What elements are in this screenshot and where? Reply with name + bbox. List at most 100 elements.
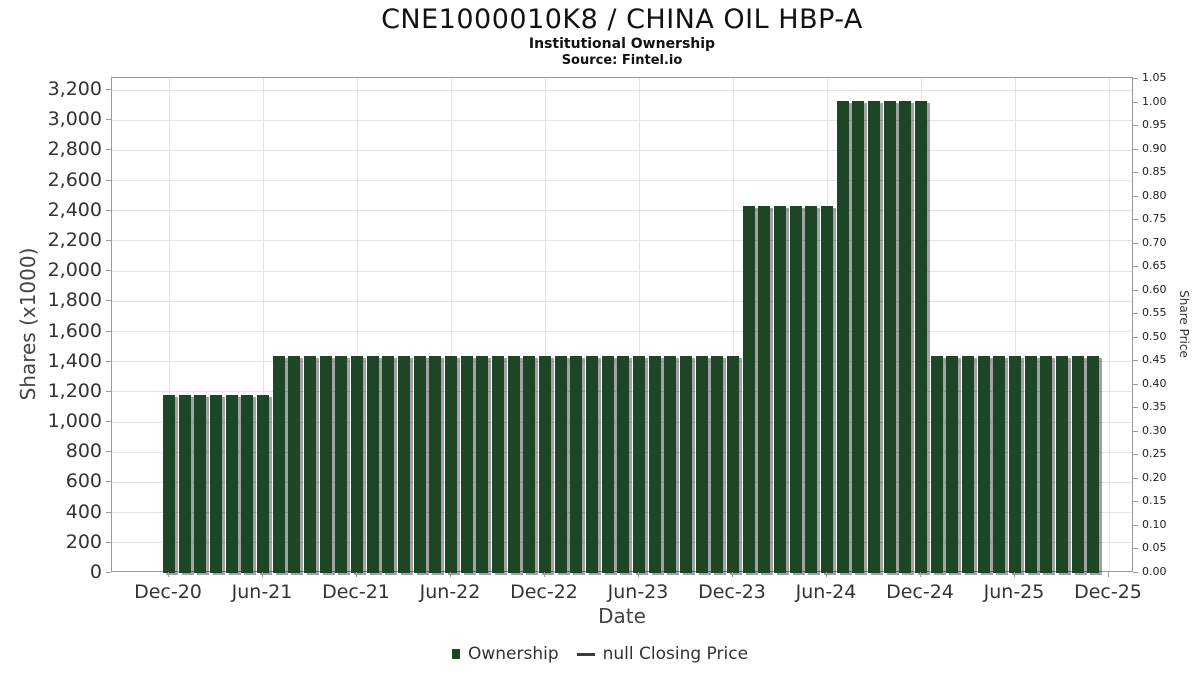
ownership-bar[interactable]: [586, 355, 598, 573]
y-right-tickmark: [1133, 407, 1138, 409]
legend-item-ownership[interactable]: Ownership: [467, 644, 559, 664]
ownership-bar[interactable]: [507, 355, 520, 573]
ownership-bar[interactable]: [727, 355, 739, 573]
ownership-bar[interactable]: [1071, 355, 1084, 573]
ownership-bar[interactable]: [257, 394, 269, 573]
y-left-tick-label: 400: [65, 500, 102, 523]
ownership-series-swatch-icon[interactable]: [451, 649, 460, 659]
x-tick-label: Dec-22: [510, 581, 578, 603]
y-right-tick-label: 0.80: [1142, 188, 1167, 202]
ownership-bar[interactable]: [429, 355, 442, 573]
ownership-bar[interactable]: [774, 206, 786, 573]
ownership-bar[interactable]: [664, 355, 677, 573]
y-left-tick-label: 2,400: [47, 198, 102, 221]
ownership-bar[interactable]: [680, 355, 692, 573]
ownership-bar[interactable]: [163, 394, 175, 573]
ownership-bar[interactable]: [319, 355, 332, 573]
ownership-bar[interactable]: [1040, 355, 1053, 573]
ownership-bar[interactable]: [711, 355, 724, 573]
ownership-bar[interactable]: [492, 355, 504, 573]
y-left-tickmark: [106, 239, 111, 241]
ownership-bar[interactable]: [601, 355, 614, 573]
y-right-tickmark: [1133, 430, 1138, 432]
ownership-bar[interactable]: [225, 394, 238, 573]
ownership-bar[interactable]: [335, 355, 348, 573]
y-right-tickmark: [1133, 242, 1138, 244]
y-right-tick-label: 1.00: [1142, 94, 1167, 108]
y-left-tick-label: 2,600: [47, 168, 102, 191]
ownership-bar[interactable]: [178, 394, 191, 573]
x-tick-label: Dec-24: [886, 581, 954, 603]
ownership-bar[interactable]: [272, 355, 285, 573]
ownership-bar[interactable]: [758, 206, 771, 573]
ownership-bar[interactable]: [883, 100, 896, 573]
ownership-bar[interactable]: [1024, 355, 1037, 573]
x-tick-label: Dec-20: [134, 581, 202, 603]
ownership-bar[interactable]: [288, 355, 301, 573]
ownership-bar[interactable]: [993, 355, 1006, 573]
ownership-bar[interactable]: [539, 355, 551, 573]
chart-subtitle: Institutional Ownership: [528, 36, 716, 52]
closing-price-line-icon[interactable]: [576, 652, 595, 656]
ownership-bar[interactable]: [868, 100, 880, 573]
ownership-bar[interactable]: [398, 355, 410, 573]
ownership-bar[interactable]: [445, 355, 457, 573]
x-tick-label: Jun-25: [983, 581, 1045, 603]
ownership-bar[interactable]: [946, 355, 959, 573]
ownership-bar[interactable]: [554, 355, 567, 573]
y-left-tick-label: 3,000: [47, 108, 102, 131]
y-right-tick-label: 0.20: [1142, 470, 1167, 484]
ownership-bar[interactable]: [523, 355, 536, 573]
y-right-tick-label: 0.35: [1142, 400, 1167, 414]
y-left-tickmark: [106, 209, 111, 211]
ownership-bar[interactable]: [617, 355, 630, 573]
y-right-tickmark: [1133, 548, 1138, 550]
ownership-bar[interactable]: [351, 355, 363, 573]
x-tick-label: Dec-23: [698, 581, 766, 603]
y-right-tickmark: [1133, 313, 1138, 315]
ownership-bar[interactable]: [241, 394, 254, 573]
ownership-bar[interactable]: [476, 355, 489, 573]
ownership-bar[interactable]: [915, 100, 927, 573]
y-left-tick-label: 1,400: [47, 349, 102, 372]
y-right-tickmark: [1133, 572, 1138, 573]
x-axis-label: Date: [598, 604, 646, 628]
ownership-bar[interactable]: [977, 355, 990, 573]
ownership-bar[interactable]: [413, 355, 426, 573]
ownership-bar[interactable]: [852, 100, 865, 573]
y-left-tick-label: 1,600: [47, 319, 102, 342]
ownership-bar[interactable]: [366, 355, 379, 573]
y-left-tickmark: [106, 451, 111, 453]
ownership-bar[interactable]: [836, 100, 849, 573]
ownership-bar[interactable]: [633, 355, 645, 573]
y-right-tickmark: [1133, 289, 1138, 291]
ownership-bar[interactable]: [789, 206, 802, 573]
y-left-tickmark: [106, 481, 111, 483]
y-right-tick-label: 0.60: [1142, 282, 1167, 296]
y-right-tickmark: [1133, 266, 1138, 268]
ownership-bar[interactable]: [382, 355, 395, 573]
y-left-tick-label: 0: [89, 561, 102, 583]
y-left-tickmark: [106, 541, 111, 543]
y-right-tick-label: 0.95: [1142, 118, 1167, 132]
ownership-bar[interactable]: [742, 206, 755, 573]
ownership-bar[interactable]: [821, 206, 833, 573]
ownership-bar[interactable]: [1087, 355, 1100, 573]
ownership-bar[interactable]: [210, 394, 222, 573]
ownership-bar[interactable]: [695, 355, 708, 573]
y-left-tickmark: [106, 300, 111, 302]
ownership-bar[interactable]: [570, 355, 583, 573]
ownership-bar[interactable]: [648, 355, 661, 573]
legend-item-closing-price[interactable]: null Closing Price: [602, 644, 749, 664]
v-gridline: [262, 78, 264, 571]
y-left-tick-label: 1,800: [47, 289, 102, 312]
ownership-bar[interactable]: [194, 394, 207, 573]
ownership-bar[interactable]: [962, 355, 974, 573]
ownership-bar[interactable]: [304, 355, 316, 573]
ownership-bar[interactable]: [805, 206, 818, 573]
ownership-bar[interactable]: [930, 355, 943, 573]
ownership-bar[interactable]: [1056, 355, 1068, 573]
ownership-bar[interactable]: [1009, 355, 1021, 573]
ownership-bar[interactable]: [460, 355, 473, 573]
ownership-bar[interactable]: [899, 100, 912, 573]
